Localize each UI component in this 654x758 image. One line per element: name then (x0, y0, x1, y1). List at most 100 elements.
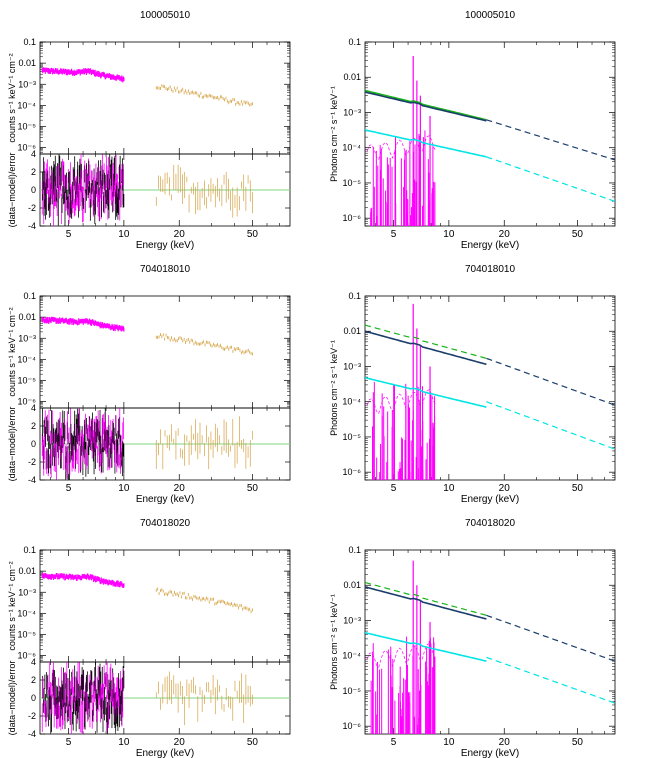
y-tick-label: 10⁻⁵ (18, 122, 37, 132)
residual-y-tick-label: -2 (28, 203, 36, 213)
model-curve (365, 582, 486, 615)
model-curve (486, 402, 615, 450)
x-tick-label: 20 (499, 737, 511, 748)
model-panel-4: 704018010Photons cm⁻² s⁻¹ keV⁻¹0.10.0110… (329, 264, 615, 505)
panel-title: 704018010 (465, 264, 515, 275)
spectral-fit-figure: 100005010counts s⁻¹ keV⁻¹ cm⁻²(data−mode… (0, 0, 654, 758)
x-tick-label: 50 (572, 737, 584, 748)
data-residual-panel-5: 704018020 counts s⁻¹ keV⁻¹ cm⁻² (data−mode… (7, 518, 290, 758)
panel-title: 704018010 (140, 264, 190, 275)
x-tick-label: 5 (66, 483, 72, 494)
x-tick-label: 10 (443, 737, 455, 748)
x-tick-label: 5 (66, 229, 72, 240)
y-tick-label: 10⁻³ (18, 587, 36, 597)
spectrum-axes-frame (40, 42, 290, 154)
x-tick-label: 50 (247, 483, 259, 494)
model-axes-frame (365, 42, 615, 226)
x-tick-label: 20 (499, 229, 511, 240)
residual-y-tick-label: -4 (28, 475, 36, 485)
x-axis-label: Energy (keV) (136, 494, 194, 505)
x-axis-label: Energy (keV) (136, 748, 194, 758)
y-tick-label: 10⁻⁶ (343, 721, 362, 731)
y-tick-label: 0.01 (18, 58, 36, 68)
model-curve (365, 633, 486, 662)
x-axis-label: Energy (keV) (461, 494, 519, 505)
model-curve (365, 325, 486, 358)
y-tick-label: 0.1 (348, 291, 361, 301)
residual-y-tick-label: -4 (28, 729, 36, 739)
x-tick-label: 5 (391, 483, 397, 494)
x-tick-label: 5 (391, 229, 397, 240)
model-curve (365, 91, 486, 120)
residual-y-axis-label: (data−model)/error (7, 407, 17, 482)
y-tick-label: 10⁻³ (18, 79, 36, 89)
y-tick-label: 0.1 (23, 545, 36, 555)
data-residual-panel-3: 704018010 counts s⁻¹ keV⁻¹ cm⁻² (data−mode… (7, 264, 290, 505)
model-curve (486, 615, 615, 661)
x-tick-label: 10 (118, 483, 130, 494)
y-tick-label: 10⁻⁵ (18, 376, 37, 386)
x-axis-label: Energy (keV) (136, 240, 194, 251)
y-tick-label: 10⁻⁵ (343, 432, 362, 442)
x-tick-label: 5 (391, 737, 397, 748)
y-axis-label: counts s⁻¹ keV⁻¹ cm⁻² (7, 561, 17, 650)
spectrum-axes-frame (40, 550, 290, 662)
model-panel-6: 704018020 Photons cm⁻² s⁻¹ keV⁻¹ 0.1 0.01 10… (329, 518, 615, 758)
y-tick-label: 0.01 (343, 72, 361, 82)
y-tick-label: 0.01 (18, 566, 36, 576)
residual-y-tick-label: 4 (31, 403, 36, 413)
residual-y-tick-label: -4 (28, 221, 36, 231)
y-tick-label: 0.01 (343, 326, 361, 336)
line-component-envelope (367, 136, 436, 160)
y-axis-label: Photons cm⁻² s⁻¹ keV⁻¹ (329, 86, 339, 182)
spectrum-axes-frame (40, 296, 290, 408)
y-tick-label: 0.01 (343, 580, 361, 590)
y-tick-label: 10⁻⁴ (17, 354, 36, 364)
model-curve (365, 378, 486, 408)
y-tick-label: 10⁻⁴ (17, 608, 36, 618)
y-tick-label: 10⁻⁵ (343, 686, 362, 696)
residual-y-tick-label: 4 (31, 657, 36, 667)
model-panel-2: 100005010 Photons cm⁻² s⁻¹ keV⁻¹ 0.1 0.01 10… (329, 10, 615, 251)
y-tick-label: 10⁻³ (343, 107, 361, 117)
y-tick-label: 10⁻⁴ (342, 397, 361, 407)
residual-y-tick-label: -2 (28, 457, 36, 467)
x-tick-label: 10 (118, 229, 130, 240)
y-tick-label: 10⁻⁴ (17, 100, 36, 110)
panel-title: 100005010 (140, 10, 190, 21)
x-tick-label: 20 (174, 483, 186, 494)
y-axis-label: Photons cm⁻² s⁻¹ keV⁻¹ (329, 594, 339, 690)
y-tick-label: 10⁻⁶ (343, 467, 362, 477)
residual-y-tick-label: 0 (31, 439, 36, 449)
model-curve (486, 657, 615, 703)
x-tick-label: 50 (572, 229, 584, 240)
y-tick-label: 0.1 (23, 37, 36, 47)
residual-y-axis-label: (data−model)/error (7, 661, 17, 736)
y-tick-label: 10⁻³ (343, 361, 361, 371)
x-tick-label: 10 (118, 737, 130, 748)
x-tick-label: 50 (247, 737, 259, 748)
y-tick-label: 10⁻³ (343, 615, 361, 625)
x-tick-label: 50 (247, 229, 259, 240)
residual-y-tick-label: 0 (31, 185, 36, 195)
panel-title: 100005010 (465, 10, 515, 21)
residual-y-tick-label: 2 (31, 167, 36, 177)
model-curve (486, 120, 615, 160)
residual-y-tick-label: 2 (31, 675, 36, 685)
y-axis-label: counts s⁻¹ keV⁻¹ cm⁻² (7, 307, 17, 396)
line-component-envelope (367, 390, 436, 414)
x-tick-label: 5 (66, 737, 72, 748)
y-tick-label: 10⁻³ (18, 333, 36, 343)
data-residual-panel-1: 100005010 counts s⁻¹ keV⁻¹ cm⁻² (data−mode… (7, 10, 290, 251)
x-tick-label: 20 (174, 737, 186, 748)
residual-y-tick-label: 0 (31, 693, 36, 703)
x-tick-label: 10 (443, 229, 455, 240)
x-tick-label: 10 (443, 483, 455, 494)
model-curve (486, 358, 615, 405)
residual-y-tick-label: 4 (31, 149, 36, 159)
y-axis-label: counts s⁻¹ keV⁻¹ cm⁻² (7, 53, 17, 142)
y-tick-label: 10⁻⁶ (343, 213, 362, 223)
model-curve (486, 157, 615, 202)
y-tick-label: 0.1 (348, 545, 361, 555)
x-axis-label: Energy (keV) (461, 748, 519, 758)
